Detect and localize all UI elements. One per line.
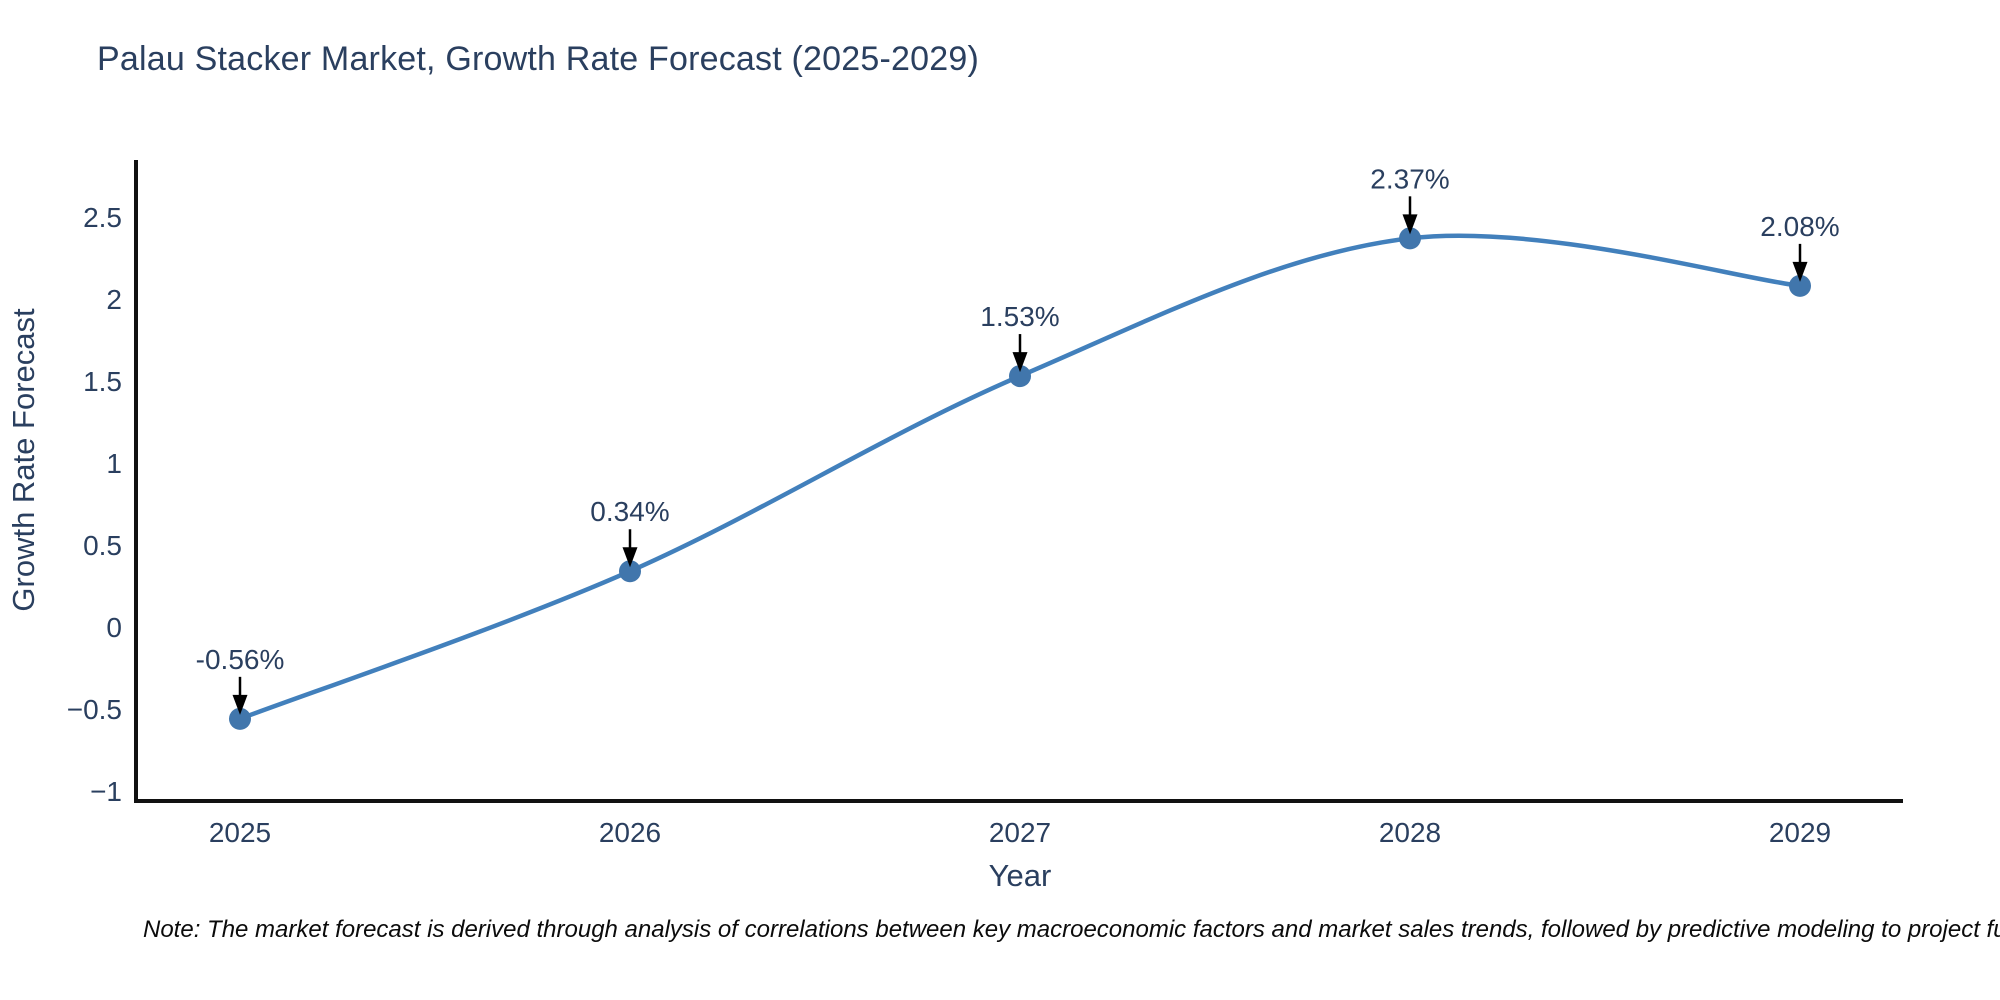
data-point bbox=[229, 707, 251, 730]
annotation-arrowhead-icon bbox=[1012, 352, 1028, 373]
point-value-label: 0.34% bbox=[590, 496, 669, 527]
data-point bbox=[619, 560, 641, 583]
annotations-layer: -0.56% 0.34% 1.53% 2.37% 2.08% bbox=[196, 163, 1840, 715]
y-tick-label: 0.5 bbox=[83, 530, 122, 561]
data-point bbox=[1399, 227, 1421, 250]
x-tick-label: 2029 bbox=[1769, 817, 1831, 848]
point-value-label: 1.53% bbox=[980, 301, 1059, 332]
point-value-label: -0.56% bbox=[196, 644, 285, 675]
point-value-label: 2.08% bbox=[1760, 211, 1839, 242]
data-point bbox=[1789, 274, 1811, 297]
x-tick-label: 2027 bbox=[989, 817, 1051, 848]
footnote: Note: The market forecast is derived thr… bbox=[143, 916, 2000, 943]
y-tick-label: 0 bbox=[106, 612, 122, 643]
x-tick-label: 2026 bbox=[599, 817, 661, 848]
series-layer bbox=[229, 227, 1811, 730]
y-tick-label: 1.5 bbox=[83, 366, 122, 397]
point-value-label: 2.37% bbox=[1370, 163, 1449, 194]
annotation-arrowhead-icon bbox=[1792, 261, 1808, 282]
y-tick-label: −0.5 bbox=[67, 694, 122, 725]
x-axis-title: Year bbox=[989, 858, 1052, 893]
y-tick-label: 1 bbox=[106, 448, 122, 479]
axis-tick-labels: 2.5 2 1.5 1 0.5 0 −0.5 −1 2025 2026 2027 2028 2029 bbox=[67, 202, 1831, 848]
chart-title: Palau Stacker Market, Growth Rate Foreca… bbox=[97, 40, 979, 78]
y-axis-title: Growth Rate Forecast bbox=[6, 308, 41, 612]
annotation-arrowhead-icon bbox=[1402, 214, 1418, 235]
x-tick-label: 2028 bbox=[1379, 817, 1441, 848]
data-point bbox=[1009, 365, 1031, 388]
y-tick-label: 2.5 bbox=[83, 202, 122, 233]
x-tick-label: 2025 bbox=[209, 817, 271, 848]
y-tick-label: 2 bbox=[106, 284, 122, 315]
annotation-arrowhead-icon bbox=[622, 547, 638, 568]
annotation-arrowhead-icon bbox=[232, 694, 248, 715]
y-tick-label: −1 bbox=[90, 776, 122, 807]
